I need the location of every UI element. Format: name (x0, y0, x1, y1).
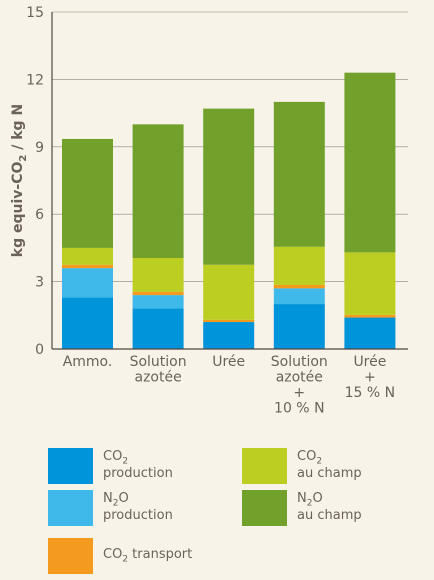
stacked-bar-chart: 0 3 6 9 12 15 kg equiv-CO2 / kg N Ammo. Solution… (10, 5, 408, 417)
legend-label-post: transport (128, 546, 193, 562)
legend-label-sub: 2 (112, 498, 119, 509)
legend-item-co2-au-champ: CO2 au champ (242, 448, 362, 484)
legend-item-co2-production: CO2 production (48, 448, 173, 484)
legend-label-sub: 2 (306, 498, 313, 509)
legend-item-n2o-production: N2O production (48, 490, 173, 526)
y-tick-label: 0 (35, 342, 44, 358)
bar-segment-co2-au-champ (62, 247, 113, 265)
x-tick-label: Urée (353, 354, 386, 370)
legend-label-post: O (312, 491, 323, 507)
y-tick-label: 9 (35, 140, 44, 156)
legend: CO2 production CO2 au champ N2O producti… (0, 430, 434, 580)
legend-label-sub: 2 (316, 456, 323, 467)
bar-segment-co2-transport (132, 291, 184, 296)
x-tick-label: Urée (212, 354, 245, 370)
x-tick-label: Solution (130, 354, 187, 370)
x-tick-label: Solution (271, 354, 328, 370)
legend-label-post: O (118, 491, 129, 507)
y-tick-label: 3 (35, 275, 44, 291)
legend-label-pre: N (103, 491, 113, 507)
x-tick-label: 10 % N (274, 401, 325, 417)
bar-segment-co2-production (203, 322, 255, 349)
bar-segment-n2o-au-champ (273, 101, 325, 247)
legend-label-pre: N (297, 491, 307, 507)
bar-segment-co2-transport (203, 319, 255, 323)
legend-swatch (48, 490, 93, 526)
bar-segment-co2-au-champ (273, 246, 325, 285)
legend-label-pre: CO (297, 449, 317, 465)
bar-segment-co2-production (132, 308, 184, 349)
bar-segment-co2-transport (344, 314, 396, 318)
legend-label-line2: production (103, 508, 173, 523)
legend-item-co2-transport: CO2 transport (48, 538, 192, 574)
bar-segment-co2-production (344, 317, 396, 349)
bar-segment-co2-transport (62, 264, 113, 269)
bar-segment-n2o-production (132, 295, 184, 309)
x-tick-label: azotée (276, 370, 323, 386)
x-tick-label: Ammo. (63, 354, 113, 370)
y-tick-label: 6 (35, 207, 44, 223)
legend-label-sub: 2 (122, 456, 129, 467)
bar-segment-n2o-au-champ (132, 124, 184, 259)
x-tick-label: + (293, 385, 305, 401)
y-axis-title: kg equiv-CO2 / kg N (10, 104, 29, 257)
bar-segment-co2-transport (273, 284, 325, 289)
bar-segment-n2o-au-champ (203, 108, 255, 265)
legend-item-n2o-au-champ: N2O au champ (242, 490, 362, 526)
legend-swatch (242, 490, 287, 526)
bar-segment-n2o-production (62, 268, 113, 298)
x-tick-label: 15 % N (345, 385, 396, 401)
legend-label-line2: production (103, 466, 173, 481)
legend-swatch (242, 448, 287, 484)
bar-segment-co2-production (273, 304, 325, 349)
bar-segment-n2o-production (273, 288, 325, 305)
legend-swatch (48, 538, 93, 574)
x-tick-label: azotée (134, 370, 181, 386)
legend-label-line2: au champ (297, 508, 362, 523)
bar-segment-co2-au-champ (344, 252, 396, 315)
y-tick-label: 12 (26, 72, 44, 88)
bar-segment-n2o-au-champ (62, 138, 113, 248)
bar-segment-co2-au-champ (203, 264, 255, 320)
legend-label-sub: 2 (122, 554, 129, 565)
bar-segment-co2-au-champ (132, 258, 184, 292)
legend-label-line2: au champ (297, 466, 362, 481)
y-tick-label: 15 (26, 5, 44, 21)
x-tick-label: + (364, 370, 376, 386)
legend-label-pre: CO (103, 546, 123, 562)
legend-swatch (48, 448, 93, 484)
bar-segment-co2-production (62, 297, 113, 349)
legend-label-pre: CO (103, 449, 123, 465)
bar-segment-n2o-au-champ (344, 72, 396, 253)
